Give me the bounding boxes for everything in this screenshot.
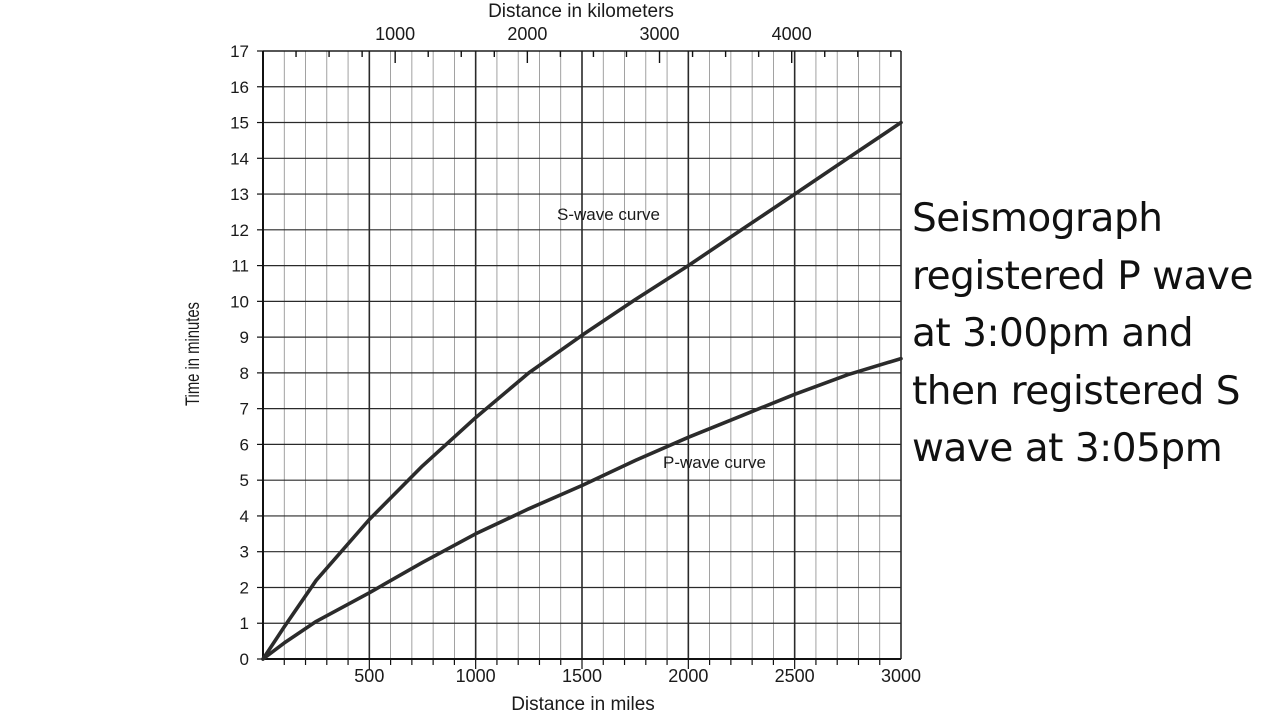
tick-marks <box>257 50 892 669</box>
p-wave-line <box>261 356 903 661</box>
x-tick-label: 1000 <box>456 666 496 686</box>
explanation-line: Seismograph <box>912 196 1163 241</box>
y-tick-label: 16 <box>230 78 249 97</box>
y-tick-label: 15 <box>230 114 249 133</box>
x-tick-label: 3000 <box>881 666 921 686</box>
explanation-line: then registered S <box>912 368 1241 414</box>
x2-axis-title: Distance in kilometers <box>488 1 674 22</box>
x-tick-label: 500 <box>354 666 384 686</box>
x2-tick-label: 4000 <box>772 24 812 44</box>
x-tick-label: 2500 <box>775 666 815 686</box>
y-tick-label: 11 <box>231 257 249 276</box>
explanation-text: Seismograph registered P wave at 3:00pm … <box>912 190 1272 478</box>
y-tick-label: 17 <box>230 42 249 61</box>
explanation-line: registered P wave <box>912 253 1253 299</box>
s-wave-line <box>261 120 903 661</box>
y-tick-label: 3 <box>240 543 249 562</box>
s-wave-label: S-wave curve <box>557 205 660 224</box>
x2-tick-label: 1000 <box>375 24 415 44</box>
minor-grid <box>283 51 881 659</box>
y-tick-label: 14 <box>230 149 249 168</box>
y-tick-label: 2 <box>240 578 249 597</box>
y-tick-label: 12 <box>230 221 249 240</box>
x-tick-label: 1500 <box>562 666 602 686</box>
x-tick-label: 2000 <box>668 666 708 686</box>
y-tick-label: 1 <box>240 614 249 633</box>
y-tick-label: 8 <box>240 364 249 383</box>
y-tick-label: 7 <box>240 400 249 419</box>
y-tick-label: 6 <box>240 435 249 454</box>
y-tick-label: 4 <box>240 507 249 526</box>
x2-tick-label: 3000 <box>639 24 679 44</box>
x2-tick-label: 2000 <box>507 24 547 44</box>
y-tick-label: 5 <box>240 471 249 490</box>
explanation-line: at 3:00pm and <box>912 311 1194 356</box>
explanation-line: wave at 3:05pm <box>912 426 1223 471</box>
series-lines <box>261 120 903 661</box>
x-axis-title: Distance in miles <box>511 694 655 715</box>
y-tick-label: 13 <box>230 185 249 204</box>
p-wave-label: P-wave curve <box>663 453 766 472</box>
y-axis-title: Time in minutes <box>182 302 203 406</box>
y-tick-label: 0 <box>240 650 249 669</box>
y-tick-label: 10 <box>230 292 249 311</box>
y-tick-label: 9 <box>240 328 249 347</box>
major-grid <box>263 50 902 659</box>
